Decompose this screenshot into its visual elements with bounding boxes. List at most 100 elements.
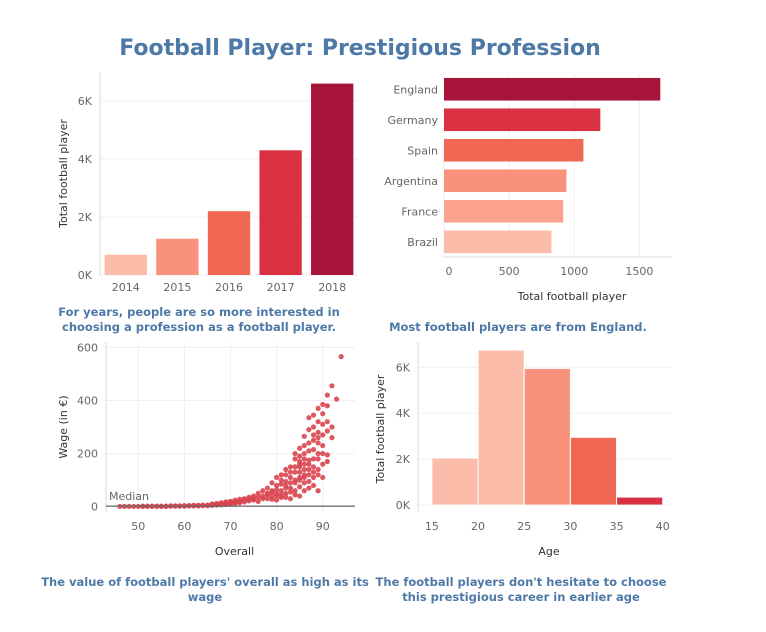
scatter-point — [301, 466, 307, 473]
x-tick-label: 2014 — [112, 281, 140, 294]
scatter-point — [301, 480, 307, 486]
scatter-point — [214, 500, 220, 507]
scatter-point — [301, 433, 307, 439]
x-tick-label: 80 — [270, 520, 284, 533]
y-tick-label: 4K — [396, 407, 411, 420]
x-tick-label: 1500 — [625, 265, 653, 278]
scatter-point — [301, 442, 307, 449]
scatter-point — [264, 485, 270, 491]
scatter-point — [287, 489, 294, 495]
scatter-point — [306, 461, 312, 467]
scatter-point — [310, 456, 317, 462]
scatter-point — [191, 502, 197, 508]
scatter-point — [315, 466, 321, 473]
y-tick-label: 600 — [77, 341, 98, 354]
histogram-bar — [569, 436, 618, 506]
scatter-point — [200, 502, 206, 508]
scatter-point — [283, 490, 289, 497]
x-tick-label: 50 — [131, 520, 145, 533]
bar — [444, 77, 661, 101]
bar — [444, 138, 584, 162]
histogram-bar — [431, 457, 479, 506]
scatter-point — [301, 474, 307, 481]
scatter-point — [269, 493, 275, 499]
scatter-point — [232, 497, 238, 503]
scatter-point — [306, 485, 312, 491]
scatter-point — [310, 432, 317, 438]
scatter-point — [324, 392, 330, 398]
y-tick-label: Spain — [407, 144, 438, 157]
scatter-point — [274, 482, 280, 489]
scatter-point — [250, 493, 257, 499]
scatter-point — [292, 492, 298, 498]
scatter-point — [269, 480, 275, 486]
y-tick-label: Germany — [387, 114, 438, 127]
scatter-point — [306, 478, 312, 485]
caption-wage: The value of football players' overall a… — [41, 575, 369, 604]
y-axis-title: Wage (in €) — [57, 395, 70, 458]
scatter-point — [320, 450, 326, 457]
x-tick-label: 1000 — [560, 265, 588, 278]
scatter-point — [324, 428, 330, 434]
scatter-point — [255, 494, 261, 500]
scatter-point — [315, 440, 321, 446]
x-tick-label: 0 — [446, 265, 453, 278]
scatter-point — [283, 472, 289, 478]
x-tick-label: 25 — [517, 520, 531, 533]
scatter-point — [310, 424, 317, 430]
chart-age: 0K 2K 4K 6K 15 20 25 30 35 40 Age Total football pl… — [374, 342, 672, 558]
scatter-point — [301, 461, 307, 467]
scatter-point — [278, 481, 284, 487]
scatter-point — [223, 499, 229, 505]
scatter-point — [287, 469, 294, 475]
scatter-point — [310, 412, 317, 418]
histogram-bar — [477, 349, 525, 506]
x-tick-label: 60 — [177, 520, 191, 533]
scatter-point — [315, 488, 321, 494]
histogram-bar — [616, 496, 664, 506]
scatter-point — [320, 421, 326, 427]
scatter-point — [269, 488, 275, 494]
scatter-point — [287, 474, 294, 481]
y-tick-label: England — [393, 83, 438, 96]
y-axis-title: Total football player — [374, 374, 387, 484]
scatter-point — [301, 488, 307, 494]
bar — [259, 150, 302, 275]
scatter-point — [292, 450, 298, 457]
scatter-point — [246, 494, 252, 500]
scatter-point — [278, 472, 284, 478]
x-tick-label: 70 — [224, 520, 238, 533]
x-axis-title: Total football player — [517, 290, 627, 303]
scatter-point — [297, 477, 303, 483]
scatter-point — [255, 498, 261, 504]
scatter-point — [306, 466, 312, 473]
scatter-point — [283, 466, 289, 473]
scatter-point — [260, 493, 266, 499]
scatter-point — [283, 482, 289, 489]
y-tick-label: 6K — [396, 361, 411, 374]
scatter-point — [297, 484, 303, 490]
scatter-point — [315, 456, 321, 462]
y-tick-label: 2K — [396, 453, 411, 466]
y-tick-label: 6K — [78, 95, 93, 108]
x-tick-label: 40 — [656, 520, 670, 533]
scatter-point — [287, 485, 294, 491]
scatter-point — [255, 490, 261, 497]
bar — [444, 108, 601, 132]
scatter-point — [292, 480, 298, 486]
chart-country: 0 500 1000 1500 England Germany Spain Argentina… — [384, 74, 672, 303]
y-tick-label: 400 — [77, 394, 98, 407]
scatter-point — [301, 450, 307, 457]
scatter-point — [209, 501, 215, 507]
scatter-point — [297, 493, 303, 499]
scatter-point — [329, 424, 335, 430]
scatter-point — [287, 464, 294, 470]
x-tick-label: 2015 — [163, 281, 191, 294]
scatter-point — [218, 500, 224, 506]
scatter-point — [315, 429, 321, 435]
x-tick-label: 20 — [471, 520, 485, 533]
scatter-point — [278, 494, 284, 500]
bar — [207, 211, 251, 275]
page-title: Football Player: Prestigious Profession — [119, 36, 601, 61]
y-tick-label: France — [401, 205, 438, 218]
